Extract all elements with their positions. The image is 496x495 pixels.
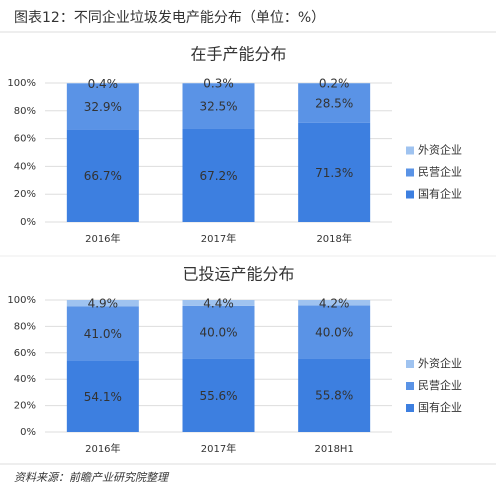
value-label: 71.3% xyxy=(315,166,353,180)
value-label: 0.3% xyxy=(203,77,234,91)
legend-swatch xyxy=(406,146,414,155)
value-label: 66.7% xyxy=(84,169,122,183)
bar-segment xyxy=(298,358,371,432)
y-tick-label: 100% xyxy=(7,295,36,306)
value-label: 67.2% xyxy=(199,169,237,183)
bar-segment xyxy=(182,300,255,306)
value-label: 55.6% xyxy=(199,389,237,403)
y-tick-label: 60% xyxy=(14,348,36,359)
value-label: 4.9% xyxy=(88,297,119,311)
x-tick-label: 2018年 xyxy=(316,232,351,245)
value-label: 54.1% xyxy=(84,390,122,404)
source: 资料来源：前瞻产业研究院整理 xyxy=(14,471,170,484)
value-label: 32.5% xyxy=(199,100,237,114)
bar-segment xyxy=(66,306,139,361)
y-tick-label: 40% xyxy=(14,161,36,172)
value-label: 4.2% xyxy=(319,296,350,310)
legend-label: 国有企业 xyxy=(418,400,462,414)
x-tick-label: 2018H1 xyxy=(314,444,353,455)
legend-swatch xyxy=(406,382,414,390)
legend-swatch xyxy=(406,168,414,177)
value-label: 32.9% xyxy=(84,100,122,114)
value-label: 4.4% xyxy=(203,296,234,310)
value-label: 0.4% xyxy=(88,77,119,91)
legend-swatch xyxy=(406,190,414,199)
chart-title: 已投运产能分布 xyxy=(182,265,294,284)
y-tick-label: 20% xyxy=(14,401,36,412)
bar-segment xyxy=(298,122,371,222)
y-tick-label: 40% xyxy=(14,374,36,385)
y-tick-label: 0% xyxy=(20,427,36,438)
legend-label: 外资企业 xyxy=(418,143,462,157)
y-tick-label: 20% xyxy=(14,189,36,200)
y-tick-label: 60% xyxy=(14,134,36,145)
value-label: 40.0% xyxy=(315,325,353,339)
x-tick-label: 2017年 xyxy=(201,442,236,455)
bar-segment xyxy=(66,300,139,307)
x-tick-label: 2016年 xyxy=(85,232,120,245)
value-label: 41.0% xyxy=(84,327,122,341)
legend-label: 民营企业 xyxy=(418,165,462,179)
bar-segment xyxy=(298,305,371,359)
bar-segment xyxy=(182,305,255,359)
value-label: 0.2% xyxy=(319,77,350,91)
bar-segment xyxy=(182,128,255,222)
legend-swatch xyxy=(406,360,414,368)
bar-segment xyxy=(182,83,255,129)
header-title: 图表12：不同企业垃圾发电产能分布（单位：%） xyxy=(14,9,325,26)
y-tick-label: 100% xyxy=(7,78,36,89)
x-tick-label: 2017年 xyxy=(201,232,236,245)
value-label: 55.8% xyxy=(315,389,353,403)
x-tick-label: 2016年 xyxy=(85,442,120,455)
chart-title: 在手产能分布 xyxy=(190,45,286,64)
bar-segment xyxy=(66,360,139,432)
bar-segment xyxy=(66,83,139,84)
value-label: 40.0% xyxy=(199,326,237,340)
legend-label: 民营企业 xyxy=(418,378,462,392)
legend-label: 外资企业 xyxy=(418,356,462,370)
y-tick-label: 80% xyxy=(14,106,36,117)
y-tick-label: 0% xyxy=(20,217,36,228)
bar-segment xyxy=(298,300,371,306)
value-label: 28.5% xyxy=(315,97,353,111)
legend-swatch xyxy=(406,404,414,412)
bar-segment xyxy=(298,83,371,123)
bar-segment xyxy=(182,358,255,432)
bar-segment xyxy=(66,83,139,130)
y-tick-label: 80% xyxy=(14,321,36,332)
legend-label: 国有企业 xyxy=(418,187,462,201)
bar-segment xyxy=(66,129,139,222)
